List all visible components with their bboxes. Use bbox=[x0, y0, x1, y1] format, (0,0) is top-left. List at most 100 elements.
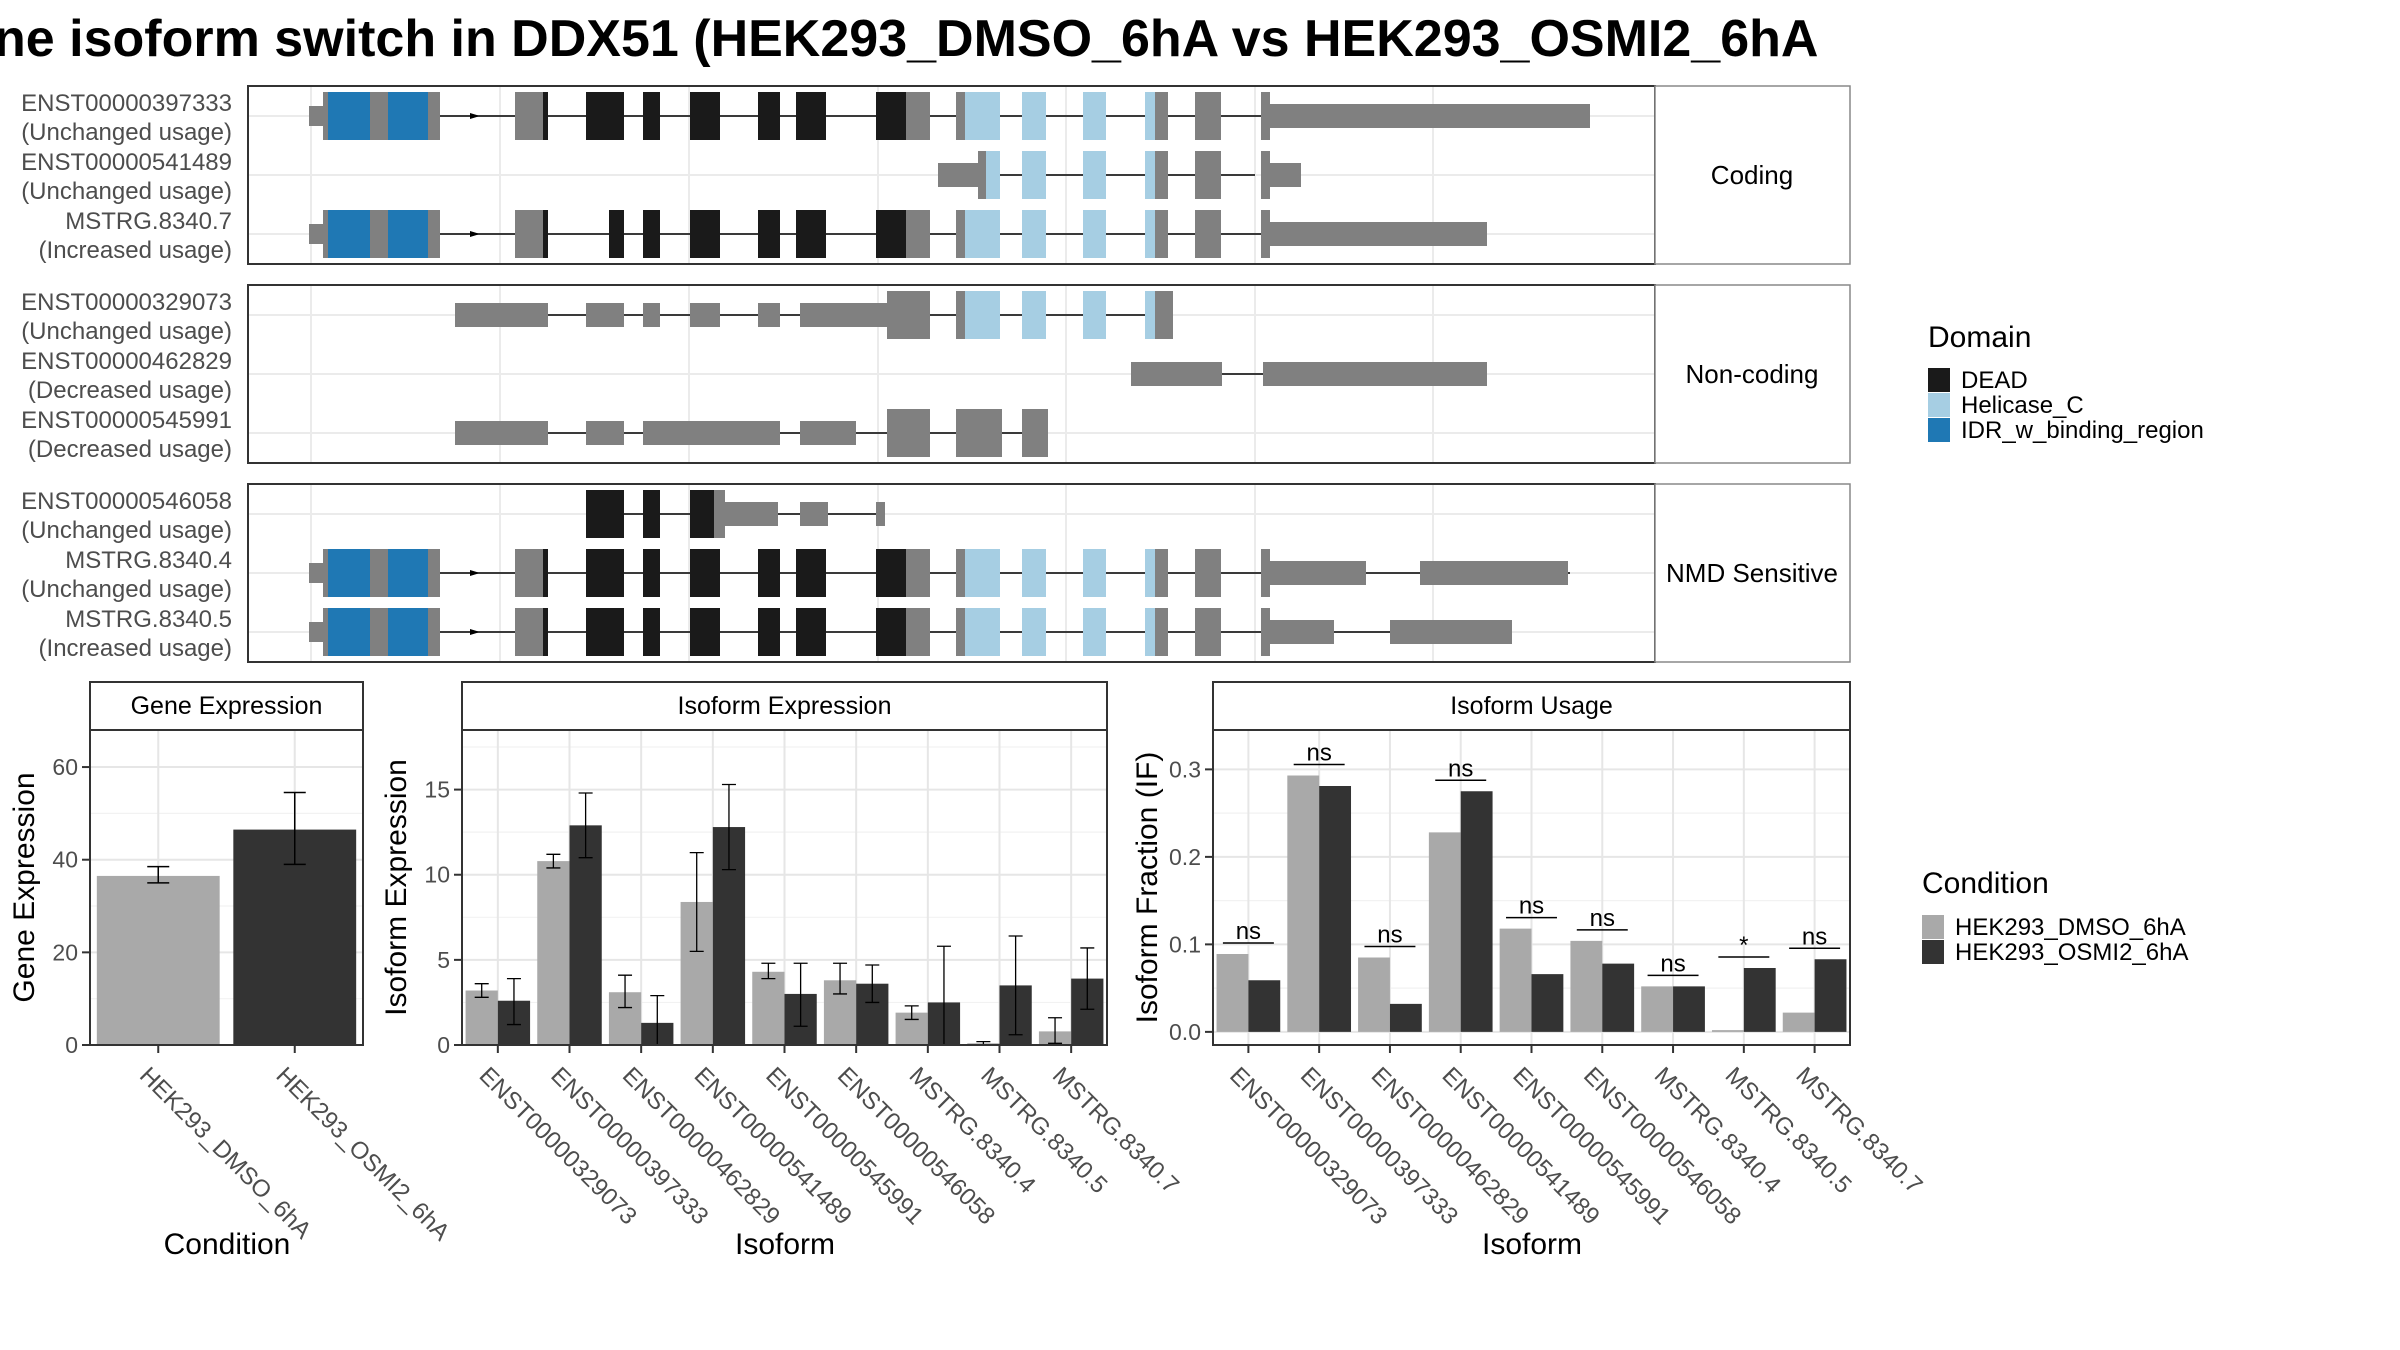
error-bar bbox=[618, 974, 633, 1009]
bar bbox=[569, 825, 602, 1045]
x-axis-title: Isoform bbox=[735, 1228, 835, 1261]
exon-block bbox=[956, 92, 965, 140]
isoform-name: ENST00000462829 bbox=[21, 348, 232, 375]
exon-block bbox=[1261, 151, 1270, 199]
isoform-name: ENST00000397333 bbox=[21, 90, 232, 117]
domain-block bbox=[1022, 291, 1046, 339]
exon-block bbox=[309, 106, 323, 126]
domain-block bbox=[1145, 151, 1155, 199]
exon-block bbox=[1155, 549, 1168, 597]
domain-block bbox=[1083, 549, 1106, 597]
x-axis-title: Isoform bbox=[1482, 1228, 1582, 1261]
bar bbox=[1673, 986, 1705, 1032]
exon-block bbox=[515, 608, 543, 656]
bar bbox=[1743, 968, 1776, 1032]
exon-block bbox=[887, 291, 930, 339]
domain-block bbox=[796, 549, 826, 597]
domain-block bbox=[388, 549, 428, 597]
domain-block bbox=[1145, 92, 1155, 140]
bar bbox=[1460, 791, 1493, 1032]
error-bar bbox=[865, 964, 880, 1004]
exon-block bbox=[906, 92, 930, 140]
exon-block bbox=[1155, 608, 1168, 656]
exon-block bbox=[370, 608, 388, 656]
exon-block bbox=[800, 502, 828, 526]
y-tick-label: 40 bbox=[52, 847, 78, 873]
domain-block bbox=[543, 608, 548, 656]
x-tick-label: MSTRG.8340.5 bbox=[1720, 1062, 1857, 1199]
significance-label: ns bbox=[1802, 923, 1827, 950]
isoform-usage: (Decreased usage) bbox=[28, 436, 232, 463]
isoform-name: ENST00000541489 bbox=[21, 149, 232, 176]
y-tick-label: 15 bbox=[424, 777, 450, 803]
error-bar bbox=[283, 791, 306, 866]
exon-block bbox=[1261, 549, 1270, 597]
domain-block bbox=[586, 608, 624, 656]
isoform-structure-panels: ENST00000397333(Unchanged usage)ENST0000… bbox=[21, 85, 1851, 663]
exon-block bbox=[876, 502, 885, 526]
isoform-usage: (Unchanged usage) bbox=[21, 178, 232, 205]
exon-block bbox=[758, 303, 780, 327]
y-axis-title: Gene Expression bbox=[8, 772, 41, 1002]
domain-block bbox=[758, 92, 780, 140]
domain-block bbox=[1083, 291, 1106, 339]
domain-block bbox=[1022, 549, 1046, 597]
exon-block bbox=[1195, 608, 1221, 656]
domain-block bbox=[1083, 92, 1106, 140]
exon-block bbox=[725, 502, 778, 526]
domain-block bbox=[965, 549, 1000, 597]
exon-block bbox=[309, 563, 323, 583]
exon-block bbox=[643, 421, 780, 445]
bar bbox=[752, 971, 785, 1045]
domain-block bbox=[690, 92, 720, 140]
legend-label: DEAD bbox=[1961, 367, 2028, 394]
domain-block bbox=[965, 291, 1000, 339]
exon-block bbox=[515, 92, 543, 140]
exon-block bbox=[1155, 291, 1173, 339]
domain-block bbox=[1145, 210, 1155, 258]
domain-block bbox=[328, 549, 370, 597]
isoform-name: MSTRG.8340.5 bbox=[65, 606, 232, 633]
domain-block bbox=[758, 210, 780, 258]
legend-key bbox=[1922, 915, 1944, 939]
isoform-name: ENST00000329073 bbox=[21, 289, 232, 316]
bar bbox=[1389, 1003, 1422, 1032]
isoform-usage: (Unchanged usage) bbox=[21, 517, 232, 544]
exon-block bbox=[800, 421, 856, 445]
exon-block bbox=[1195, 151, 1221, 199]
domain-block bbox=[876, 92, 906, 140]
isoform-usage: (Increased usage) bbox=[39, 635, 232, 662]
exon-block bbox=[978, 151, 986, 199]
domain-block bbox=[1083, 151, 1106, 199]
exon-block bbox=[1155, 210, 1168, 258]
domain-block bbox=[1083, 210, 1106, 258]
exon-block bbox=[370, 92, 388, 140]
figure-title: ne isoform switch in DDX51 (HEK293_DMSO_… bbox=[0, 10, 1818, 68]
facet-strip-label: NMD Sensitive bbox=[1666, 558, 1838, 588]
facet-strip-label: Isoform Usage bbox=[1450, 692, 1613, 720]
isoform-track bbox=[309, 608, 1512, 656]
isoform-name: MSTRG.8340.7 bbox=[65, 208, 232, 235]
exon-block bbox=[455, 421, 548, 445]
domain-block bbox=[1145, 549, 1155, 597]
bar bbox=[1814, 959, 1847, 1032]
exon-block bbox=[323, 549, 328, 597]
exon-block bbox=[1270, 620, 1334, 644]
domain-block bbox=[965, 92, 1000, 140]
significance-label: ns bbox=[1236, 918, 1261, 945]
y-axis-title: Isoform Fraction (IF) bbox=[1131, 752, 1164, 1024]
direction-arrow bbox=[470, 113, 480, 119]
isoform-name: ENST00000545991 bbox=[21, 407, 232, 434]
exon-block bbox=[515, 549, 543, 597]
facet-strip bbox=[89, 681, 364, 731]
y-tick-label: 0 bbox=[437, 1032, 450, 1058]
domain-block bbox=[758, 608, 780, 656]
domain-block bbox=[986, 151, 1000, 199]
legend-key bbox=[1922, 940, 1944, 964]
exon-block bbox=[586, 303, 624, 327]
structure-panel-1: ENST00000397333 (Unchanged usage)ENST0000… bbox=[21, 85, 1851, 265]
significance-label: ns bbox=[1519, 893, 1544, 920]
exon-block bbox=[323, 608, 328, 656]
